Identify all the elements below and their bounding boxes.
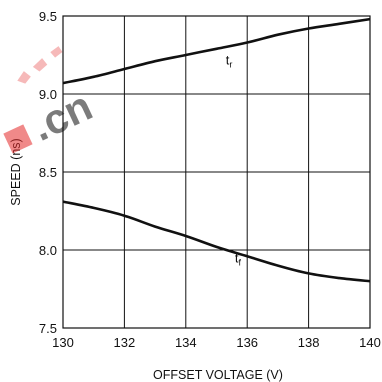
x-tick-label: 136 bbox=[236, 335, 258, 350]
plot-frame bbox=[62, 15, 371, 329]
tick-labels: 130 132 134 136 138 140 7.5 8.0 8.5 9.0 9.5 bbox=[39, 9, 381, 350]
series-line-tr bbox=[62, 17, 371, 85]
x-tick-label: 130 bbox=[52, 335, 74, 350]
series-label-tr: tr bbox=[226, 52, 233, 69]
grid-lines bbox=[63, 16, 370, 328]
y-tick-label: 8.0 bbox=[39, 243, 57, 258]
x-axis-label: OFFSET VOLTAGE (V) bbox=[153, 368, 283, 382]
x-tick-label: 140 bbox=[359, 335, 381, 350]
y-axis-label: SPEED (ns) bbox=[9, 138, 23, 205]
y-tick-label: 7.5 bbox=[39, 321, 57, 336]
y-tick-label: 8.5 bbox=[39, 165, 57, 180]
series-lines: tr tf bbox=[62, 17, 371, 283]
x-tick-label: 132 bbox=[114, 335, 136, 350]
x-tick-label: 138 bbox=[298, 335, 320, 350]
y-tick-label: 9.0 bbox=[39, 87, 57, 102]
x-tick-label: 134 bbox=[175, 335, 197, 350]
series-label-tf: tf bbox=[235, 250, 242, 267]
y-tick-label: 9.5 bbox=[39, 9, 57, 24]
series-line-tf bbox=[62, 200, 371, 283]
